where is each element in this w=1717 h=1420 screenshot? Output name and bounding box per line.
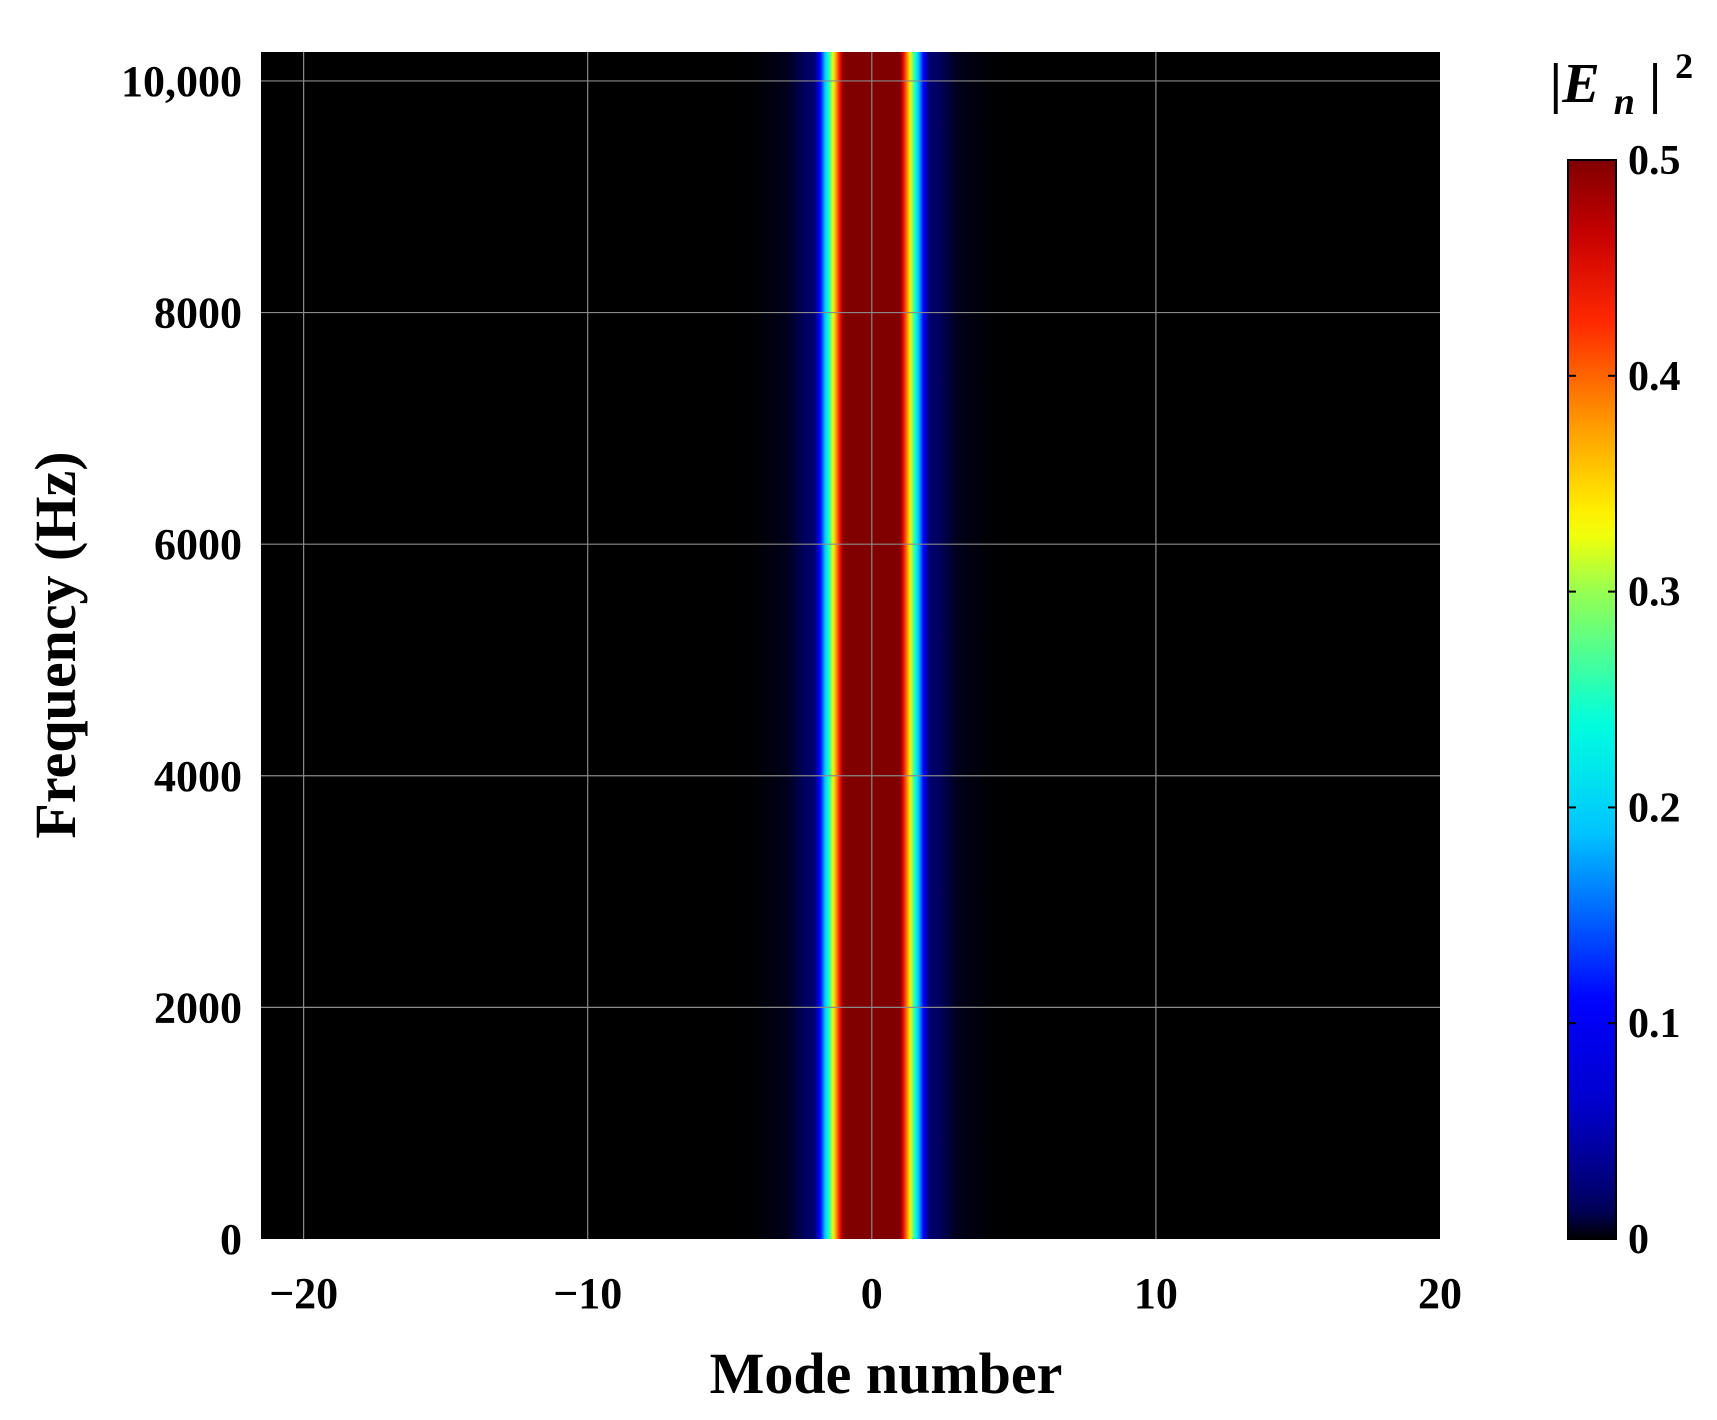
colorbar-title: |E n | 2	[1550, 46, 1693, 127]
colorbar-tick-label: 0.3	[1628, 570, 1681, 616]
x-tick-label: −20	[269, 1269, 338, 1318]
y-tick-label: 0	[220, 1215, 242, 1264]
y-tick-label: 10,000	[121, 57, 242, 106]
y-axis-ticks: 0 2000 4000 6000 8000 10,000	[121, 57, 242, 1264]
colorbar-title-sub: n	[1614, 81, 1635, 123]
colorbar-tick-label: 0	[1628, 1217, 1649, 1263]
colorbar-tick-label: 0.5	[1628, 138, 1681, 184]
x-axis-label: Mode number	[710, 1341, 1063, 1406]
y-tick-label: 8000	[154, 289, 242, 338]
colorbar-tick-label: 0.1	[1628, 1001, 1681, 1047]
x-tick-label: 0	[861, 1269, 883, 1318]
y-axis-label: Frequency (Hz)	[23, 451, 88, 838]
x-tick-label: 20	[1418, 1269, 1462, 1318]
y-tick-label: 4000	[154, 752, 242, 801]
colorbar	[1567, 159, 1617, 1240]
colorbar-tick-label: 0.4	[1628, 354, 1681, 400]
colorbar-title-tail: |	[1649, 53, 1661, 115]
colorbar-title-sup: 2	[1675, 46, 1693, 86]
colorbar-ticks: 0 0.1 0.2 0.3 0.4 0.5	[1568, 138, 1681, 1263]
x-axis-ticks: −20 −10 0 10 20	[269, 1269, 1462, 1318]
grid-lines	[261, 52, 1440, 1239]
heatmap-band	[261, 52, 1440, 1239]
y-tick-label: 2000	[154, 983, 242, 1032]
y-tick-label: 6000	[154, 520, 242, 569]
colorbar-tick-label: 0.2	[1628, 785, 1681, 831]
x-tick-label: 10	[1134, 1269, 1178, 1318]
x-tick-label: −10	[553, 1269, 622, 1318]
colorbar-title-base: |E	[1550, 53, 1600, 115]
